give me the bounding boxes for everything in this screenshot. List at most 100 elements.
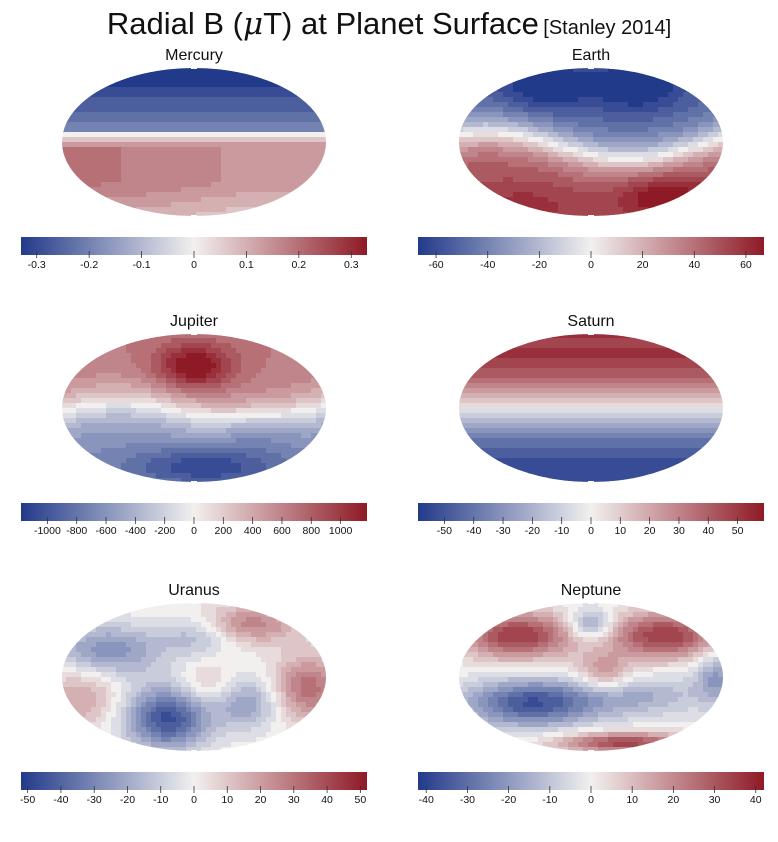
field-cell	[96, 448, 102, 454]
field-cell	[261, 428, 267, 434]
field-cell	[598, 142, 604, 148]
field-cell	[281, 413, 287, 419]
field-cell	[206, 443, 212, 449]
field-cell	[146, 398, 152, 404]
field-cell	[216, 438, 222, 444]
field-cell	[151, 473, 157, 479]
field-cell	[281, 117, 287, 123]
field-cell	[76, 438, 82, 444]
field-cell	[548, 127, 554, 133]
field-cell	[71, 72, 77, 78]
field-cell	[171, 162, 177, 168]
field-cell	[186, 398, 192, 404]
field-cell	[573, 207, 579, 213]
field-cell	[598, 192, 604, 198]
colorbar-tick-label: 20	[637, 259, 649, 271]
field-cell	[523, 142, 529, 148]
field-cell	[81, 443, 87, 449]
colorbar-tick-label: -20	[532, 259, 547, 271]
field-cell	[703, 87, 709, 93]
field-cell	[211, 353, 217, 359]
field-cell	[468, 92, 474, 98]
field-cell	[276, 72, 282, 78]
field-cell	[176, 398, 182, 404]
field-cell	[608, 172, 614, 178]
field-cell	[141, 333, 147, 339]
field-cell	[241, 428, 247, 434]
field-cell	[703, 127, 709, 133]
field-cell	[71, 403, 77, 409]
field-cell	[483, 172, 489, 178]
field-cell	[723, 172, 724, 178]
field-cell	[186, 67, 192, 73]
field-cell	[553, 172, 559, 178]
field-cell	[633, 102, 639, 108]
field-cell	[191, 192, 197, 198]
field-cell	[66, 443, 72, 449]
field-cell	[608, 107, 614, 113]
field-cell	[698, 157, 704, 163]
field-cell	[713, 142, 719, 148]
field-cell	[493, 127, 499, 133]
field-cell	[311, 423, 317, 429]
field-cell	[603, 132, 609, 138]
field-cell	[573, 117, 579, 123]
field-cell	[326, 383, 327, 389]
field-cell	[161, 192, 167, 198]
field-cell	[306, 87, 312, 93]
field-cell	[321, 388, 327, 394]
field-cell	[76, 458, 82, 464]
field-cell	[618, 177, 624, 183]
field-cell	[598, 132, 604, 138]
field-cell	[86, 162, 92, 168]
field-cell	[628, 162, 634, 168]
field-cell	[603, 182, 609, 188]
field-cell	[96, 77, 102, 83]
field-cell	[618, 172, 624, 178]
field-cell	[231, 127, 237, 133]
field-cell	[131, 92, 137, 98]
field-cell	[306, 117, 312, 123]
field-cell	[211, 182, 217, 188]
field-cell	[76, 428, 82, 434]
field-cell	[533, 212, 539, 217]
field-cell	[638, 107, 644, 113]
field-cell	[111, 363, 117, 369]
field-cell	[116, 348, 122, 354]
field-cell	[623, 102, 629, 108]
field-cell	[708, 122, 714, 128]
field-cell	[503, 132, 509, 138]
field-cell	[196, 172, 202, 178]
field-cell	[261, 363, 267, 369]
field-cell	[166, 117, 172, 123]
field-cell	[106, 147, 112, 153]
field-cell	[286, 478, 292, 483]
field-cell	[146, 177, 152, 183]
field-cell	[271, 142, 277, 148]
field-cell	[603, 172, 609, 178]
field-cell	[688, 182, 694, 188]
field-cell	[241, 107, 247, 113]
field-cell	[151, 212, 157, 217]
field-cell	[261, 132, 267, 138]
field-cell	[66, 157, 72, 163]
field-cell	[281, 403, 287, 409]
field-cell	[553, 182, 559, 188]
field-cell	[708, 92, 714, 98]
field-cell	[683, 177, 689, 183]
field-cell	[558, 142, 564, 148]
field-cell	[256, 448, 262, 454]
field-cell	[221, 453, 227, 459]
field-cell	[241, 132, 247, 138]
field-cell	[493, 152, 499, 158]
field-cell	[503, 147, 509, 153]
field-cell	[156, 473, 162, 479]
field-cell	[533, 187, 539, 193]
field-cell	[181, 468, 187, 474]
field-cell	[251, 418, 257, 424]
field-cell	[116, 343, 122, 349]
field-cell	[116, 458, 122, 464]
field-cell	[251, 458, 257, 464]
field-cell	[76, 388, 82, 394]
